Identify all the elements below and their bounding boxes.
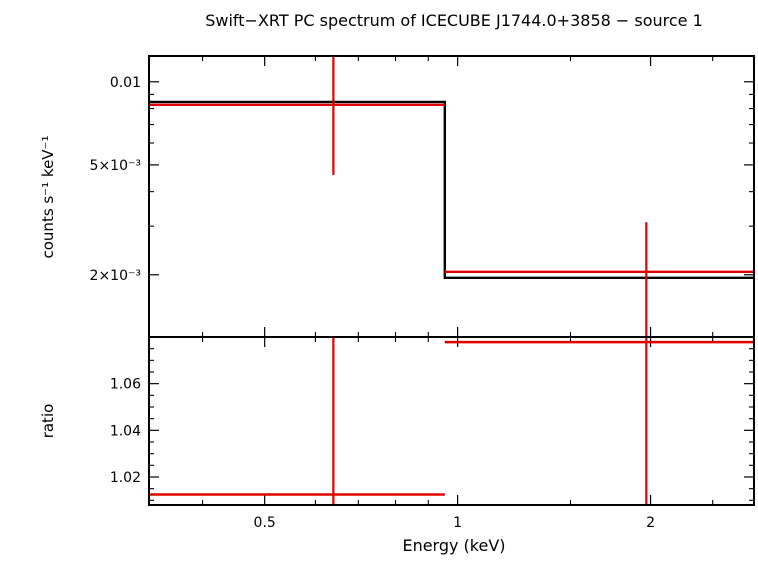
x-tick-label: 2 [646,515,655,531]
panel-spectrum: 0.01 5×10⁻³ 2×10⁻³ [90,55,755,338]
x-axis-label: Energy (keV) [402,536,505,555]
chart-title: Swift−XRT PC spectrum of ICECUBE J1744.0… [205,11,703,30]
y-tick-label: 2×10⁻³ [90,268,141,284]
plot-layer: 0.01 5×10⁻³ 2×10⁻³ 1.02 1.04 1.06 0.5 1 2 [90,55,755,531]
y-tick-label: 1.02 [110,470,141,486]
panel-ratio: 1.02 1.04 1.06 [110,336,755,506]
x-tick-label: 1 [453,515,462,531]
y-tick-label: 0.01 [110,75,141,91]
y-tick-label: 1.06 [110,377,141,393]
x-tick-label: 0.5 [254,515,276,531]
y-axis-label-spectrum: counts s⁻¹ keV⁻¹ [39,136,57,259]
y-tick-label: 5×10⁻³ [90,158,141,174]
model-step-line [149,100,754,279]
plot-frame [148,55,755,338]
y-axis-label-ratio: ratio [39,404,57,439]
y-tick-label: 1.04 [110,423,141,439]
plot-frame [148,336,755,506]
